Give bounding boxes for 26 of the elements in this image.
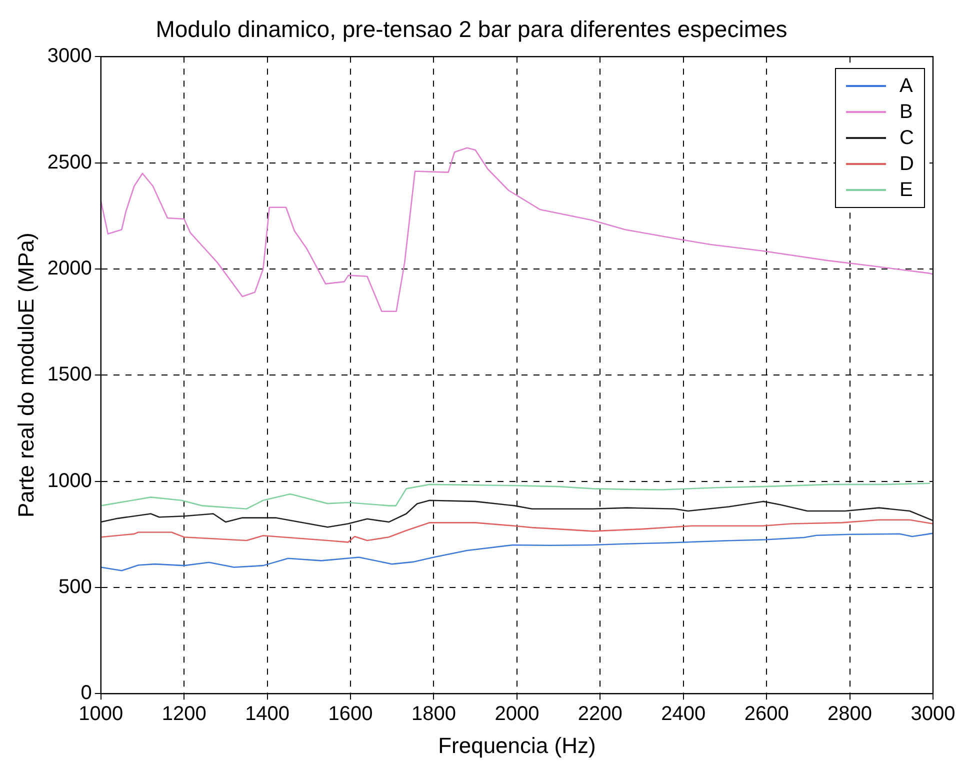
legend-label: A [900,74,913,98]
x-tick-label: 1000 [78,703,124,726]
y-tick-label: 0 [80,682,92,704]
x-tick-label: 1400 [245,703,290,726]
x-tick-label: 1800 [411,703,456,726]
x-tick-label: 2600 [744,703,789,726]
x-tick-label: 1600 [328,703,373,726]
y-axis-title: Parte real do moduloE (MPa) [13,232,38,518]
x-tick-label: 2800 [828,703,872,726]
y-tick-label: 2000 [47,257,92,280]
chart-title: Modulo dinamico, pre-tensao 2 bar para diferentes especimes [156,16,788,42]
x-tick-label: 3000 [910,703,956,726]
legend-label: B [900,100,913,124]
legend-label: E [900,178,913,202]
y-tick-label: 500 [58,576,92,598]
legend-label: D [900,152,914,176]
y-tick-label: 1000 [47,470,92,492]
y-tick-label: 3000 [47,45,92,68]
x-tick-label: 1200 [162,703,206,726]
x-tick-label: 2400 [661,703,706,726]
legend-label: C [900,126,914,150]
x-tick-label: 2200 [578,703,622,726]
x-axis-title: Frequencia (Hz) [438,732,596,758]
y-tick-label: 1500 [47,364,92,386]
x-tick-label: 2000 [494,703,540,726]
y-tick-label: 2500 [47,151,92,174]
